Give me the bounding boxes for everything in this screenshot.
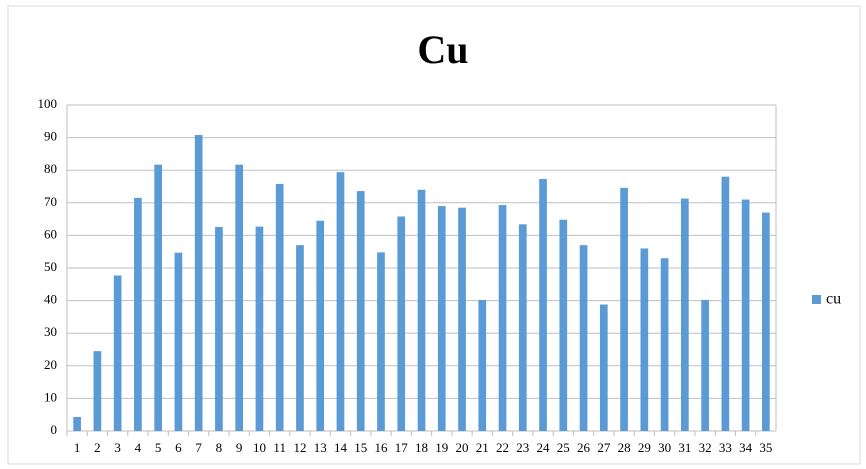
x-tick-label: 34 (739, 440, 753, 455)
bar (498, 205, 507, 431)
bar (437, 206, 446, 431)
x-tick-label: 31 (678, 440, 691, 455)
bar (73, 416, 81, 431)
x-tick-label: 11 (273, 440, 286, 455)
bar (316, 220, 325, 431)
y-tick-label: 80 (44, 161, 57, 176)
x-tick-label: 19 (435, 440, 448, 455)
bar (194, 134, 203, 431)
bar (377, 252, 385, 431)
y-tick-label: 100 (38, 96, 58, 111)
x-tick-label: 27 (597, 440, 611, 455)
legend-swatch (812, 295, 821, 304)
bar (559, 219, 568, 431)
x-tick-label: 14 (334, 440, 348, 455)
x-tick-label: 17 (395, 440, 409, 455)
x-tick-label: 25 (557, 440, 570, 455)
bar (397, 216, 406, 431)
x-tick-label: 8 (216, 440, 223, 455)
y-tick-label: 90 (44, 129, 57, 144)
x-tick-label: 35 (759, 440, 772, 455)
bar (518, 224, 527, 431)
x-tick-label: 23 (516, 440, 529, 455)
x-tick-label: 6 (175, 440, 182, 455)
chart-title: Cu (417, 27, 468, 72)
y-tick-label: 10 (44, 389, 57, 404)
bar (599, 304, 608, 431)
x-tick-label: 15 (354, 440, 367, 455)
bar (113, 275, 122, 431)
legend-label: cu (826, 291, 841, 308)
x-tick-label: 21 (476, 440, 489, 455)
y-tick-label: 70 (44, 194, 57, 209)
x-tick-label: 16 (374, 440, 388, 455)
x-tick-label: 1 (74, 440, 81, 455)
x-tick-label: 12 (293, 440, 306, 455)
x-tick-label: 2 (94, 440, 101, 455)
y-tick-label: 40 (44, 292, 57, 307)
y-tick-label: 50 (44, 259, 57, 274)
x-tick-label: 9 (236, 440, 243, 455)
x-tick-label: 24 (537, 440, 551, 455)
bar (721, 176, 730, 431)
bar (275, 183, 284, 431)
bar (680, 198, 689, 431)
bar (296, 245, 304, 431)
bar (701, 299, 709, 431)
x-tick-label: 10 (253, 440, 266, 455)
x-tick-label: 13 (314, 440, 327, 455)
x-tick-label: 29 (638, 440, 651, 455)
x-tick-label: 33 (719, 440, 732, 455)
x-tick-label: 32 (699, 440, 712, 455)
bar (762, 212, 770, 431)
bar (356, 191, 365, 431)
y-tick-label: 0 (51, 422, 58, 437)
x-tick-label: 30 (658, 440, 671, 455)
bar (620, 187, 628, 431)
y-tick-label: 60 (44, 226, 57, 241)
bar (336, 172, 345, 431)
bar (215, 226, 223, 431)
bar (154, 164, 163, 431)
x-tick-label: 26 (577, 440, 591, 455)
bar (417, 189, 426, 431)
bar (255, 226, 264, 431)
y-tick-label: 20 (44, 357, 57, 372)
bar (579, 245, 588, 431)
bar (478, 299, 487, 431)
x-tick-label: 20 (456, 440, 469, 455)
bar (640, 248, 649, 431)
x-tick-label: 5 (155, 440, 162, 455)
bar (174, 252, 183, 431)
bar (539, 179, 547, 431)
x-tick-label: 18 (415, 440, 428, 455)
x-tick-label: 4 (135, 440, 142, 455)
x-tick-label: 28 (618, 440, 631, 455)
bar (235, 164, 244, 431)
bar (741, 199, 750, 431)
bar (660, 258, 669, 431)
x-tick-label: 3 (114, 440, 121, 455)
x-tick-label: 22 (496, 440, 509, 455)
bar (134, 197, 142, 431)
y-tick-label: 30 (44, 324, 57, 339)
x-tick-label: 7 (195, 440, 202, 455)
bar (458, 207, 466, 431)
bar (93, 351, 102, 431)
